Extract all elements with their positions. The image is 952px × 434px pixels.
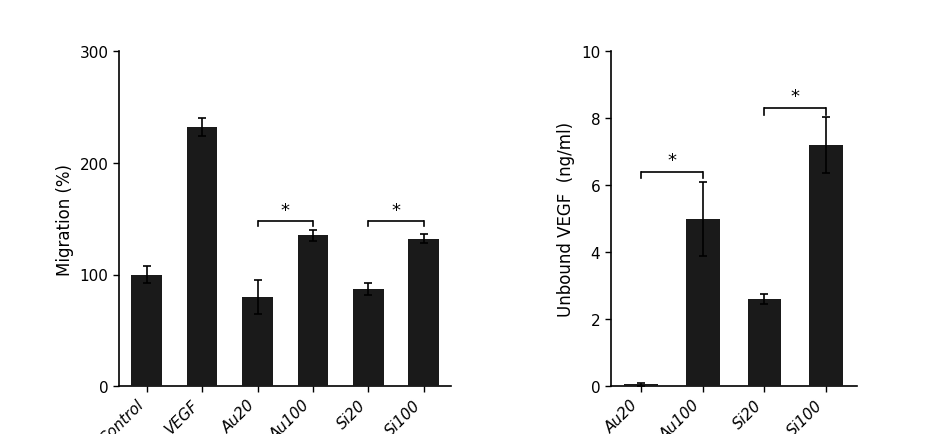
Text: *: * [281,201,289,219]
Bar [131,275,162,386]
Text: *: * [667,152,677,170]
Y-axis label: Migration (%): Migration (%) [56,163,74,275]
Bar [242,297,272,386]
Bar [408,239,439,386]
Bar [686,219,720,386]
Bar [747,299,782,386]
Text: *: * [391,201,401,219]
Text: *: * [791,88,800,106]
Bar [809,146,843,386]
Bar [625,385,658,386]
Y-axis label: Unbound VEGF  (ng/ml): Unbound VEGF (ng/ml) [557,122,575,316]
Bar [187,128,217,386]
Bar [353,289,384,386]
Bar [298,236,328,386]
